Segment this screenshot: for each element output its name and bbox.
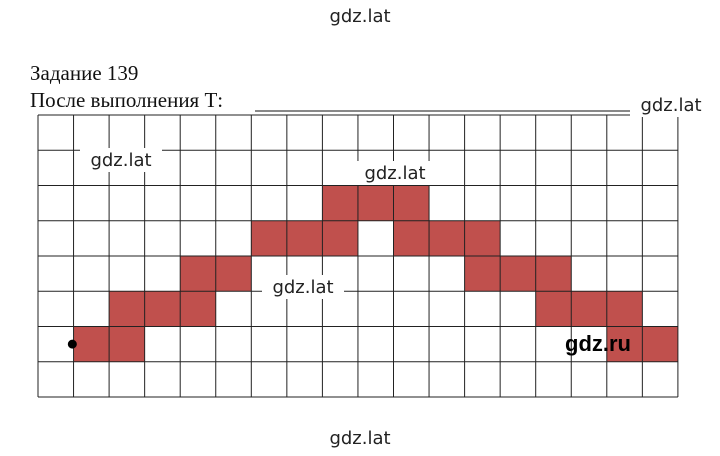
filled-cell (109, 291, 145, 327)
filled-cell (322, 185, 358, 221)
task-subtitle: После выполнения Т: (30, 88, 223, 112)
watermark: gdz.lat (329, 428, 390, 449)
filled-cell (109, 326, 145, 362)
filled-cell (571, 291, 607, 327)
watermark: gdz.lat (640, 95, 701, 116)
watermark-bg (354, 161, 436, 185)
filled-cell (73, 326, 110, 362)
filled-cell (180, 256, 216, 292)
task-title: Задание 139 (30, 61, 138, 85)
watermark: gdz.lat (272, 277, 333, 298)
filled-cell (357, 185, 394, 221)
filled-cell (464, 220, 501, 256)
watermark-bg (262, 275, 344, 299)
watermark-bg (80, 148, 162, 172)
grid (37, 114, 679, 398)
watermark-bg (630, 93, 712, 117)
filled-cell (429, 220, 465, 256)
watermark: gdz.lat (90, 150, 151, 171)
filled-cell (500, 256, 536, 292)
watermark: gdz.lat (329, 6, 390, 27)
start-dot (67, 339, 77, 349)
filled-cell (322, 220, 358, 256)
filled-cell (251, 220, 287, 256)
watermark-bg (318, 4, 402, 28)
filled-cell (535, 256, 572, 292)
filled-cell (606, 326, 643, 362)
watermark: gdz.lat (364, 163, 425, 184)
filled-cell (464, 256, 501, 292)
filled-cell (393, 220, 430, 256)
filled-cell (286, 220, 323, 256)
brand: gdz.ru (565, 331, 631, 356)
filled-cell (215, 256, 252, 292)
filled-cell (606, 291, 643, 327)
filled-cell (180, 291, 216, 327)
filled-cell (144, 291, 181, 327)
filled-cell (642, 326, 678, 362)
filled-cell (535, 291, 572, 327)
filled-cell (393, 185, 430, 221)
